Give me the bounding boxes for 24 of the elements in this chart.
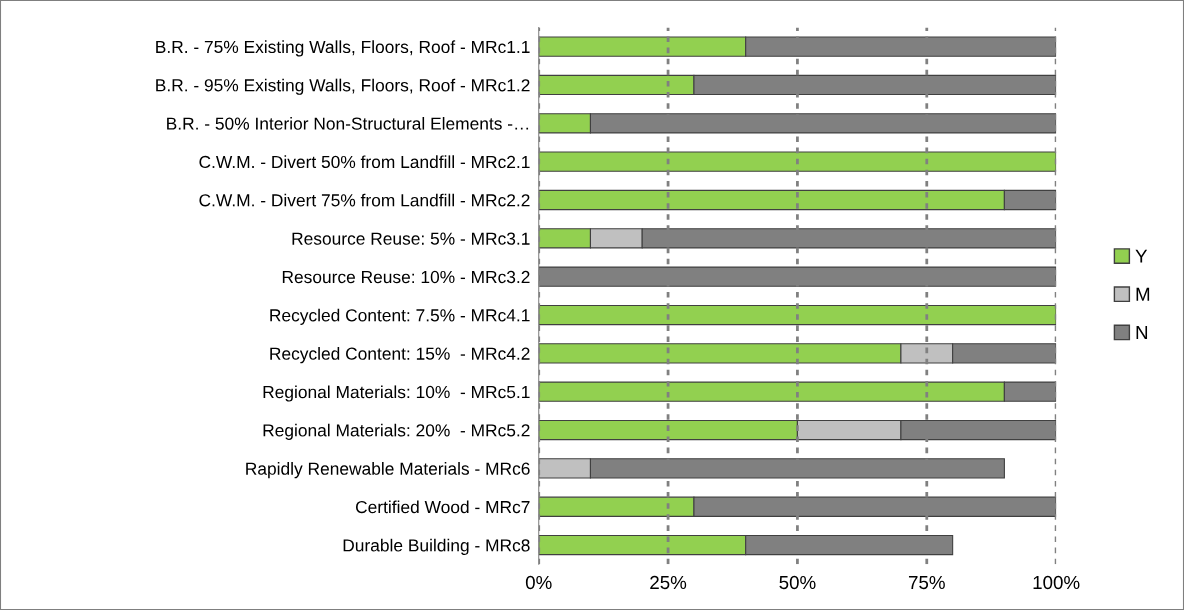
y-tick-label: Resource Reuse: 10% - MRc3.2 bbox=[282, 270, 530, 284]
y-tick-label: Regional Materials: 20% - MRc5.2 bbox=[263, 423, 530, 440]
y-tick-label: Certified Wood - MRc7 bbox=[355, 500, 530, 514]
x-tick-label: 0% bbox=[525, 575, 552, 590]
y-tick-label: Resource Reuse: 5% - MRc3.1 bbox=[292, 232, 530, 245]
legend-label: M bbox=[1136, 287, 1150, 301]
x-tick-label: 100% bbox=[1033, 575, 1080, 590]
y-tick-label: C.W.M. - Divert 75% from Landfill - MRc2.2 bbox=[199, 193, 530, 207]
y-tick-label: C.W.M. - Divert 50% from Landfill - MRc2.1 bbox=[199, 155, 530, 169]
x-tick-label: 25% bbox=[650, 575, 687, 590]
y-tick-label: Durable Building - MRc8 bbox=[343, 538, 530, 555]
y-tick-label: B.R. - 50% Interior Non-Structural Elements -… bbox=[167, 117, 529, 130]
y-tick-label: Rapidly Renewable Materials - MRc6 bbox=[246, 462, 530, 479]
x-tick-label: 75% bbox=[908, 575, 945, 590]
y-tick-label: Regional Materials: 10% - MRc5.1 bbox=[263, 385, 530, 402]
legend-label: Y bbox=[1135, 249, 1148, 263]
y-tick-label: Recycled Content: 15% - MRc4.2 bbox=[270, 347, 530, 364]
legend-label: N bbox=[1136, 326, 1148, 339]
y-tick-label: B.R. - 95% Existing Walls, Floors, Roof - MRc1.2 bbox=[156, 78, 530, 95]
y-tick-label: B.R. - 75% Existing Walls, Floors, Roof - MRc1.1 bbox=[156, 40, 530, 57]
bar bbox=[538, 304, 1057, 326]
x-tick-label: 50% bbox=[779, 575, 816, 590]
bar bbox=[538, 151, 1057, 172]
y-tick-label: Recycled Content: 7.5% - MRc4.1 bbox=[270, 308, 530, 325]
